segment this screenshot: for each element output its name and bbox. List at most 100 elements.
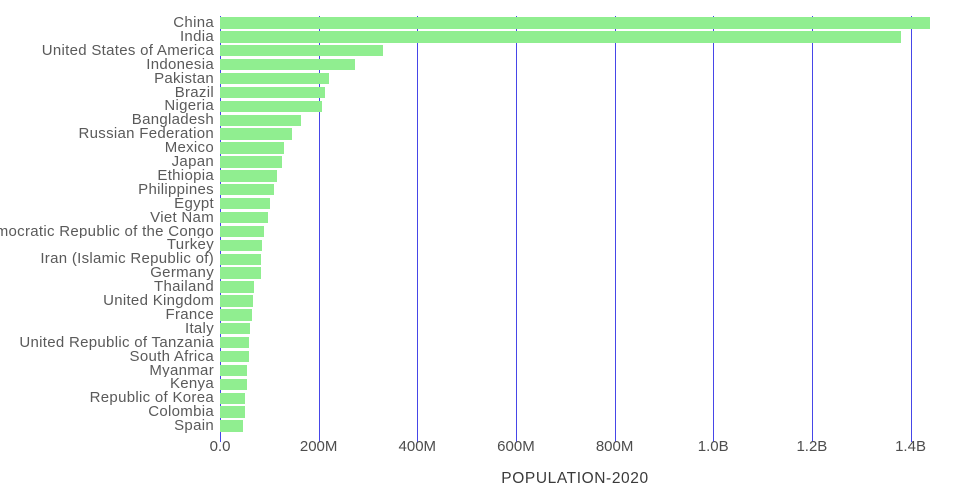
y-axis-label-text: Thailand xyxy=(154,280,214,294)
bar xyxy=(220,31,901,43)
x-tick-mark xyxy=(318,433,320,442)
gridline xyxy=(910,16,912,433)
bar xyxy=(220,58,355,71)
gridline xyxy=(220,16,221,433)
y-axis-label: Mexico xyxy=(0,141,217,155)
y-axis-label-text: Bangladesh xyxy=(131,113,214,128)
y-axis-label-text: China xyxy=(173,16,214,30)
y-axis-label: Democratic Republic of the Congo xyxy=(0,225,217,239)
y-axis-label-text: Nigeria xyxy=(164,99,214,114)
y-axis-label: Italy xyxy=(0,322,217,336)
gridline xyxy=(713,16,715,433)
y-axis-label-text: India xyxy=(179,29,214,44)
x-tick-label: 1.4B xyxy=(895,438,926,455)
y-axis-label: Turkey xyxy=(0,238,217,252)
bar xyxy=(220,17,930,29)
y-axis-label: China xyxy=(0,16,217,30)
y-axis-label-text: United Republic of Tanzania xyxy=(19,335,214,350)
y-axis-label: Viet Nam xyxy=(0,211,217,225)
bar xyxy=(220,406,246,418)
y-axis-label: United Kingdom xyxy=(0,294,217,308)
x-tick-label: 600M xyxy=(497,438,535,455)
x-tick-mark xyxy=(515,433,517,442)
bar xyxy=(220,309,253,321)
y-axis-label-text: Ethiopia xyxy=(157,168,214,183)
y-axis-label-text: Colombia xyxy=(148,405,214,420)
x-tick-mark xyxy=(220,433,221,442)
y-axis-label: Japan xyxy=(0,155,217,169)
y-axis-label: Ethiopia xyxy=(0,169,217,183)
bar xyxy=(220,336,250,349)
y-axis-label-text: Italy xyxy=(184,321,214,336)
y-axis-label-text: Mexico xyxy=(164,141,214,155)
x-tick-label: 1.0B xyxy=(697,438,729,455)
y-axis-label: Philippines xyxy=(0,183,217,197)
y-axis-label: United States of America xyxy=(0,44,217,58)
y-axis-label: Indonesia xyxy=(0,58,217,72)
bar xyxy=(220,72,329,85)
y-axis-label-text: Kenya xyxy=(169,377,214,392)
bar xyxy=(220,295,254,307)
x-tick-label: 200M xyxy=(299,438,338,455)
bar xyxy=(220,114,302,126)
y-axis-label-text: Japan xyxy=(171,155,214,169)
x-tick-mark xyxy=(811,433,813,442)
bar xyxy=(220,350,250,363)
bar xyxy=(220,281,255,293)
bar xyxy=(220,45,384,57)
gridline xyxy=(318,16,320,433)
bar xyxy=(220,128,292,140)
y-axis-label-text: United States of America xyxy=(41,43,214,58)
gridline xyxy=(811,16,813,433)
y-axis-label: Myanmar xyxy=(0,364,217,378)
y-axis-label-text: France xyxy=(165,307,214,322)
y-axis-label-text: Republic of Korea xyxy=(89,391,214,406)
bar xyxy=(220,156,283,168)
y-axis-label-text: Democratic Republic of the Congo xyxy=(0,224,214,239)
y-axis-label-text: South Africa xyxy=(129,349,214,364)
gridline xyxy=(515,16,517,433)
y-axis-label-text: Indonesia xyxy=(146,57,214,72)
y-axis-label: Russian Federation xyxy=(0,127,217,141)
bar xyxy=(220,225,265,238)
x-tick-label: 400M xyxy=(398,438,437,455)
y-axis-label: Colombia xyxy=(0,405,217,419)
x-tick-mark xyxy=(713,433,715,442)
bar xyxy=(220,211,268,224)
bar xyxy=(220,197,271,210)
plot-area xyxy=(220,16,950,433)
y-axis-label-text: Brazil xyxy=(174,85,214,100)
bar xyxy=(220,100,322,113)
y-axis-label-text: Germany xyxy=(150,266,214,281)
y-axis-label: South Africa xyxy=(0,350,217,364)
y-axis-label: Nigeria xyxy=(0,99,217,113)
x-tick-mark xyxy=(614,433,616,442)
bar xyxy=(220,184,275,196)
y-axis-label: India xyxy=(0,30,217,44)
bar xyxy=(220,170,277,182)
x-axis-title: POPULATION-2020 xyxy=(501,470,649,487)
x-tick-label: 800M xyxy=(595,438,634,455)
y-axis-label: Bangladesh xyxy=(0,113,217,127)
y-axis-label-text: United Kingdom xyxy=(103,294,214,308)
bar xyxy=(220,86,325,99)
y-axis-label-text: Myanmar xyxy=(149,363,214,378)
gridline xyxy=(417,16,419,433)
x-tick-mark xyxy=(417,433,419,442)
bar xyxy=(220,253,262,265)
y-axis-labels: China India United States of America Indone… xyxy=(0,16,217,433)
bar xyxy=(220,420,244,432)
y-axis-label-text: Russian Federation xyxy=(78,127,214,142)
bar xyxy=(220,267,262,279)
bar xyxy=(220,364,247,377)
x-tick-label: 0.0 xyxy=(209,438,231,455)
y-axis-label-text: Philippines xyxy=(138,182,214,197)
bar xyxy=(220,323,250,335)
y-axis-label: Pakistan xyxy=(0,72,217,86)
y-axis-label-text: Viet Nam xyxy=(150,210,214,225)
gridline xyxy=(614,16,616,433)
y-axis-label: Germany xyxy=(0,266,217,280)
y-axis-label: Spain xyxy=(0,419,217,433)
y-axis-label-text: Egypt xyxy=(174,196,214,211)
